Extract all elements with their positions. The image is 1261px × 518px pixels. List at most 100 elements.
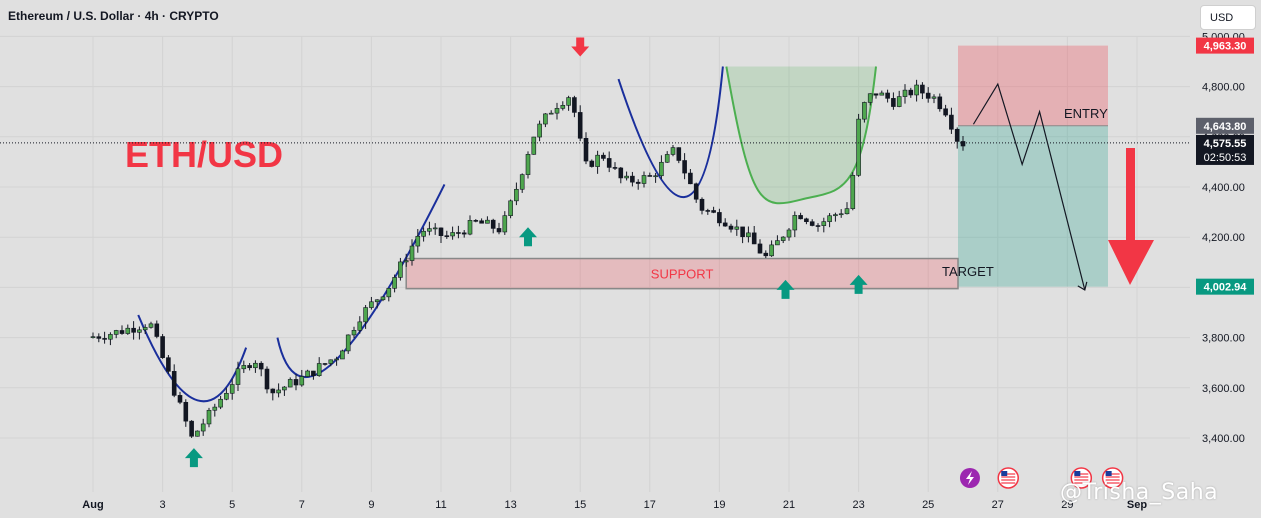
candle-up xyxy=(398,261,403,278)
candle-up xyxy=(746,232,751,238)
stop-loss-zone xyxy=(958,45,1108,126)
x-tick-label: 11 xyxy=(435,499,446,511)
candle-up xyxy=(316,363,322,377)
candle-up xyxy=(212,406,218,411)
candle-up xyxy=(357,321,363,331)
up-arrow-icon xyxy=(849,274,868,294)
candle-down xyxy=(606,158,612,168)
candle-down xyxy=(160,336,165,358)
candle-up xyxy=(862,102,867,120)
candle-up xyxy=(195,430,200,437)
candle-up xyxy=(287,379,293,388)
candle-up xyxy=(229,384,235,394)
candle-down xyxy=(740,226,745,238)
up-arrow-icon xyxy=(776,279,795,299)
candle-up xyxy=(502,215,508,233)
candle-up xyxy=(833,214,838,217)
candle-up xyxy=(403,260,409,263)
candle-up xyxy=(531,136,537,155)
candle-up xyxy=(148,323,154,328)
target-label: TARGET xyxy=(942,264,994,279)
candle-up xyxy=(125,327,131,334)
candle-up xyxy=(775,240,780,246)
candle-up xyxy=(485,219,490,224)
candle-up xyxy=(548,112,554,115)
candle-up xyxy=(670,147,676,155)
candle-down xyxy=(647,175,653,177)
candle-up xyxy=(595,154,600,167)
candle-up xyxy=(821,221,827,226)
candle-up xyxy=(867,93,873,103)
candle-up xyxy=(386,288,392,298)
candle-down xyxy=(688,172,693,185)
y-tick-label: 4,200.00 xyxy=(1202,232,1245,244)
candle-up xyxy=(415,235,421,247)
x-tick-label: 19 xyxy=(713,499,725,511)
candle-up xyxy=(769,244,774,257)
candle-down xyxy=(258,362,264,370)
candle-up xyxy=(235,368,241,385)
flag-canton xyxy=(1074,471,1081,476)
down-arrow-icon xyxy=(571,37,590,57)
y-tick-label: 4,400.00 xyxy=(1202,182,1245,194)
last-price-tag-bg xyxy=(1196,134,1254,165)
candle-up xyxy=(380,296,386,301)
candle-up xyxy=(351,330,357,336)
target-zone xyxy=(958,125,1108,287)
candle-down xyxy=(166,357,171,372)
grid xyxy=(0,35,1190,492)
candle-down xyxy=(705,210,711,212)
candle-down xyxy=(717,212,722,224)
entry-price-tag: 4,643.80 xyxy=(1204,121,1247,133)
candle-down xyxy=(183,401,189,422)
candle-up xyxy=(409,245,415,261)
candle-down xyxy=(885,92,890,99)
x-tick-label: 29 xyxy=(1061,499,1073,511)
stop-price-tag-bg xyxy=(1196,37,1254,54)
candle-down xyxy=(293,379,299,386)
candle-up xyxy=(276,389,281,394)
stop-price-tag: 4,963.30 xyxy=(1204,41,1247,53)
x-tick-label: 25 xyxy=(922,499,934,511)
candle-up xyxy=(328,359,334,364)
currency-button[interactable]: USD xyxy=(1200,5,1256,30)
candle-up xyxy=(224,392,229,400)
x-tick-label: 15 xyxy=(574,499,586,511)
candle-down xyxy=(699,198,705,211)
y-tick-label: 3,600.00 xyxy=(1202,383,1245,395)
candle-down xyxy=(763,252,769,257)
lightning-bolt-glyph xyxy=(965,471,974,485)
candle-up xyxy=(345,334,351,352)
candle-up xyxy=(659,161,664,177)
candle-up xyxy=(508,200,513,216)
candle-up xyxy=(780,236,786,241)
candle-down xyxy=(189,420,194,437)
x-tick-label: 13 xyxy=(504,499,516,511)
last-price-tag: 4,575.55 xyxy=(1204,138,1247,150)
candle-down xyxy=(711,210,716,213)
entry-price-tag-bg xyxy=(1196,117,1254,134)
candle-down xyxy=(456,232,461,234)
candle-down xyxy=(131,327,136,333)
candle-down xyxy=(612,167,618,169)
candle-down xyxy=(311,370,316,377)
candle-up xyxy=(363,307,368,323)
candle-up xyxy=(850,175,856,209)
chart-title: Ethereum / U.S. Dollar · 4h · CRYPTO xyxy=(8,9,219,23)
candle-up xyxy=(374,299,380,303)
candle-down xyxy=(444,235,450,237)
target-price-tag: 4,002.94 xyxy=(1204,282,1248,294)
candle-up xyxy=(334,358,339,361)
candle-down xyxy=(943,108,948,116)
candle-up xyxy=(108,334,113,340)
candle-down xyxy=(96,336,102,339)
candle-down xyxy=(954,128,960,142)
candle-up xyxy=(664,154,670,163)
candle-up xyxy=(624,175,629,179)
candle-down xyxy=(920,84,925,94)
projection-arrowhead xyxy=(1077,281,1088,291)
candle-down xyxy=(479,220,484,224)
candle-down xyxy=(601,154,606,159)
